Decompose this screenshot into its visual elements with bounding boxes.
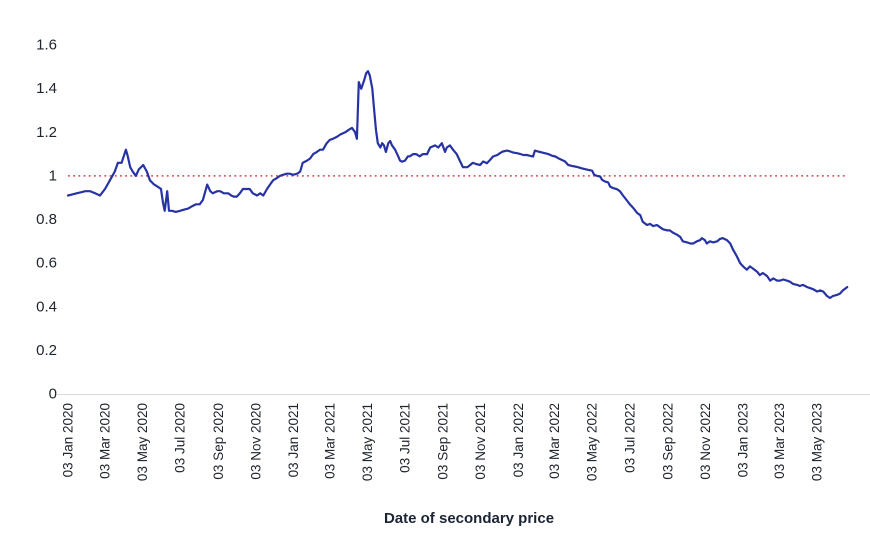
x-tick-label: 03 May 2022: [585, 403, 600, 481]
x-tick-label: 03 Mar 2023: [772, 403, 787, 479]
x-tick-label: 03 Mar 2020: [98, 403, 113, 479]
x-tick-label: 03 Jul 2021: [398, 403, 413, 473]
y-tick-label: 0.6: [36, 255, 57, 272]
chart-canvas: 0 0.2 0.4 0.6 0.8 1 1.2 1.4 1.6 03 Jan 2020 03 Mar…: [36, 37, 870, 481]
x-tick-label: 03 May 2021: [360, 403, 375, 481]
x-tick-label: 03 Jan 2023: [736, 403, 751, 477]
y-tick-label: 0.4: [36, 298, 57, 315]
x-axis-title: Date of secondary price: [383, 510, 555, 527]
x-tick-label: 03 Jul 2020: [173, 403, 188, 473]
x-tick-label: 03 Jan 2022: [511, 403, 526, 477]
x-tick-label: 03 Mar 2022: [547, 403, 562, 479]
x-tick-label: 03 Jul 2022: [622, 403, 637, 473]
x-tick-label: 03 May 2023: [810, 403, 825, 481]
y-tick-label: 1.2: [36, 124, 57, 141]
price-series-line: [66, 70, 849, 300]
x-tick-label: 03 Jan 2020: [61, 403, 76, 477]
y-tick-label: 1.4: [36, 80, 57, 97]
x-tick-label: 03 Sep 2022: [661, 403, 676, 480]
y-tick-label: 1: [49, 167, 57, 184]
x-tick-label: 03 May 2020: [135, 403, 150, 481]
x-tick-label: 03 Sep 2020: [211, 403, 226, 480]
y-tick-label: 1.6: [36, 37, 57, 54]
x-tick-label: 03 Nov 2021: [473, 403, 488, 480]
x-tick-label: 03 Mar 2021: [322, 403, 337, 479]
x-tick-label: 03 Nov 2022: [698, 403, 713, 480]
y-tick-label: 0.8: [36, 211, 57, 228]
x-tick-label: 03 Jan 2021: [286, 403, 301, 477]
x-tick-label: 03 Sep 2021: [436, 403, 451, 480]
y-tick-label: 0.2: [36, 342, 57, 359]
y-tick-label: 0: [49, 386, 57, 403]
x-tick-label: 03 Nov 2020: [248, 403, 263, 480]
